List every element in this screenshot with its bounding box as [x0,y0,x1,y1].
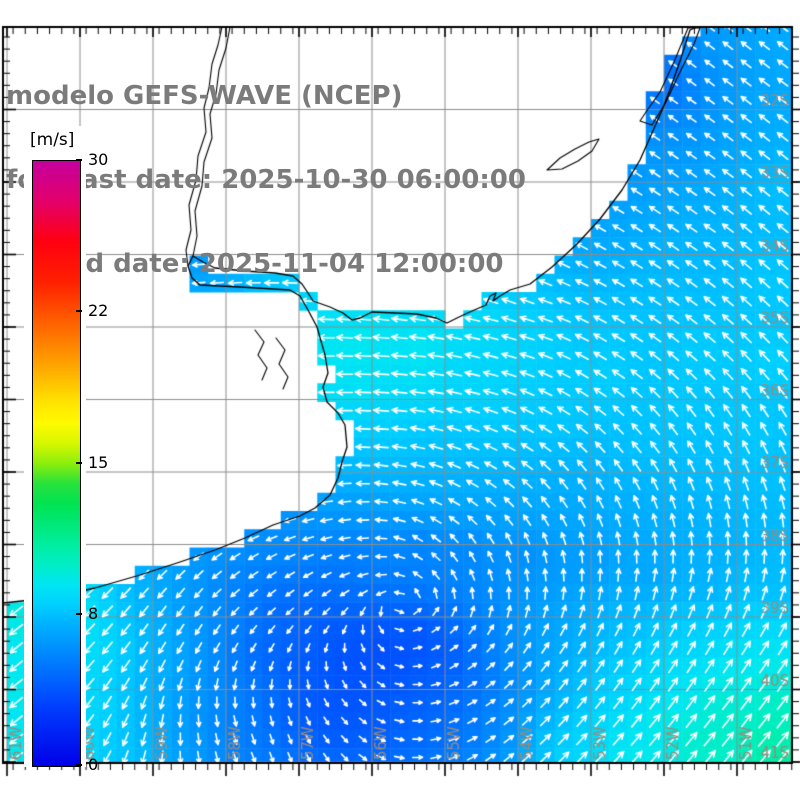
colorbar-tick-label: 30 [88,150,109,169]
colorbar-tick-label: 8 [88,603,99,623]
colorbar-tick-mark [76,612,82,615]
colorbar-tick-label: 0 [88,755,99,774]
colorbar-unit-label: [m/s] [30,130,75,150]
colorbar-tick-label: 15 [88,452,109,472]
colorbar-gradient [32,160,81,767]
model-title: modelo GEFS-WAVE (NCEP) [6,81,403,111]
colorbar-tick-mark [76,159,82,161]
colorbar-tick-label: 22 [88,301,109,321]
colorbar-tick-mark [76,764,82,766]
colorbar-tick-mark [76,461,82,464]
colorbar-tick-mark [76,310,82,313]
